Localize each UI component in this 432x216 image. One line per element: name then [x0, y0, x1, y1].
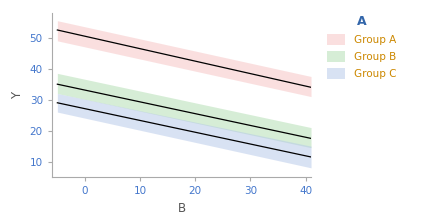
X-axis label: B: B: [178, 202, 185, 215]
Legend: Group A, Group B, Group C: Group A, Group B, Group C: [327, 15, 396, 79]
Y-axis label: Y: Y: [11, 92, 24, 98]
